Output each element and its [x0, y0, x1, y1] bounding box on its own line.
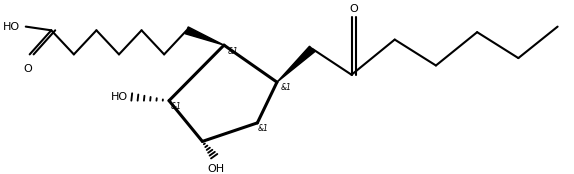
Text: O: O [349, 4, 358, 14]
Text: OH: OH [208, 164, 224, 174]
Text: HO: HO [3, 22, 20, 32]
Text: &1: &1 [281, 83, 292, 92]
Text: HO: HO [111, 92, 128, 102]
Text: O: O [24, 64, 32, 74]
Text: &1: &1 [257, 124, 268, 133]
Text: &1: &1 [228, 47, 239, 56]
Polygon shape [277, 46, 315, 82]
Polygon shape [185, 27, 224, 45]
Text: &1: &1 [171, 102, 182, 111]
